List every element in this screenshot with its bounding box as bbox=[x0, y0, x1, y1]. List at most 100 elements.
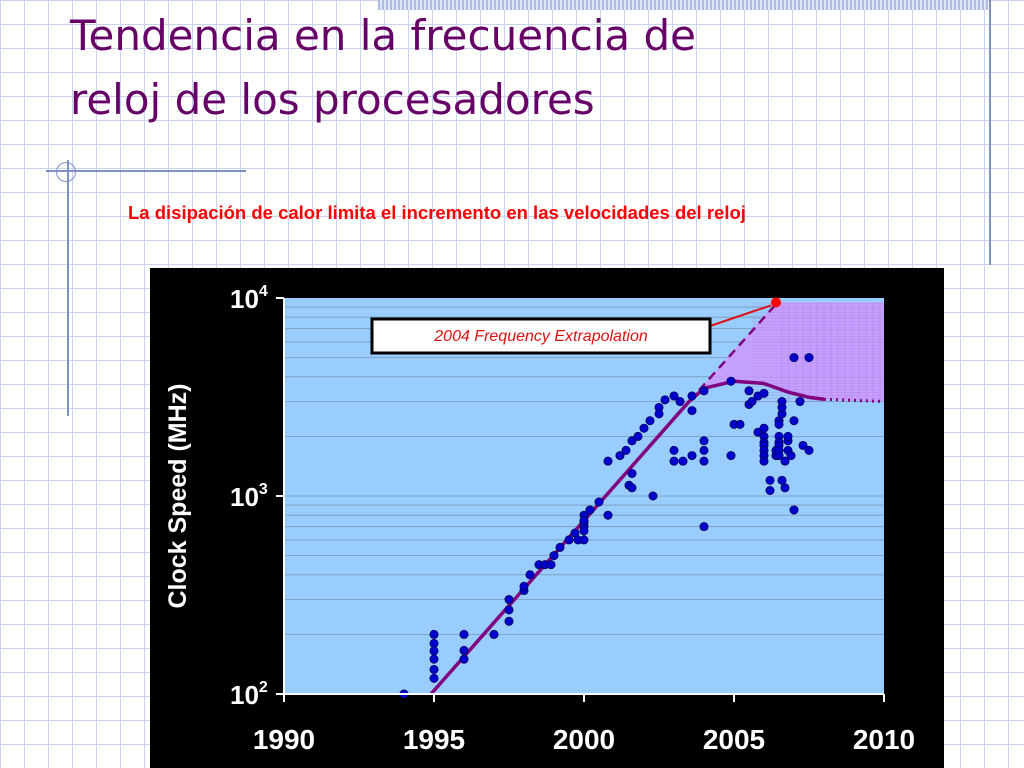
data-point bbox=[669, 456, 679, 466]
decorative-right-line bbox=[989, 0, 991, 265]
data-point bbox=[774, 451, 784, 461]
data-point bbox=[699, 445, 709, 455]
data-point bbox=[660, 395, 670, 405]
data-point bbox=[603, 510, 613, 520]
data-point bbox=[633, 431, 643, 441]
data-point bbox=[621, 445, 631, 455]
data-point bbox=[429, 654, 439, 664]
data-point bbox=[459, 654, 469, 664]
data-point bbox=[654, 409, 664, 419]
data-point bbox=[615, 451, 625, 461]
data-point bbox=[504, 595, 514, 605]
slide-subtitle: La disipación de calor limita el increme… bbox=[128, 202, 746, 223]
data-point bbox=[429, 673, 439, 683]
data-point bbox=[687, 391, 697, 401]
data-point bbox=[627, 468, 637, 478]
x-tick-label: 2010 bbox=[853, 724, 915, 755]
data-point bbox=[579, 526, 589, 536]
data-point bbox=[639, 423, 649, 433]
data-point bbox=[777, 475, 787, 485]
annotation-arrow bbox=[709, 304, 772, 327]
data-point bbox=[777, 397, 787, 407]
data-point bbox=[726, 376, 736, 386]
data-point bbox=[735, 419, 745, 429]
data-point bbox=[579, 535, 589, 545]
data-point bbox=[765, 486, 775, 496]
data-point bbox=[675, 397, 685, 407]
decorative-title-underline bbox=[46, 170, 246, 172]
extrapolation-point bbox=[771, 297, 781, 308]
data-point bbox=[429, 664, 439, 674]
annotation-label: 2004 Frequency Extrapolation bbox=[433, 328, 648, 345]
decorative-left-line bbox=[67, 160, 69, 416]
data-point bbox=[759, 388, 769, 398]
data-point bbox=[804, 445, 814, 455]
data-point bbox=[489, 629, 499, 639]
data-point bbox=[669, 391, 679, 401]
data-point bbox=[504, 605, 514, 615]
data-point bbox=[780, 456, 790, 466]
trend-projection-dotted bbox=[823, 397, 885, 404]
data-point bbox=[699, 436, 709, 446]
data-point bbox=[699, 456, 709, 466]
data-point bbox=[759, 423, 769, 433]
data-point bbox=[798, 440, 808, 450]
slide-title: Tendencia en la frecuencia de reloj de l… bbox=[70, 4, 830, 132]
data-point bbox=[555, 542, 565, 552]
data-point bbox=[789, 505, 799, 515]
data-point bbox=[459, 629, 469, 639]
data-point bbox=[747, 397, 757, 407]
x-tick-label: 1990 bbox=[253, 724, 315, 755]
data-point bbox=[594, 497, 604, 507]
y-axis-label: Clock Speed (MHz) bbox=[164, 383, 192, 608]
data-point bbox=[744, 386, 754, 396]
data-point bbox=[687, 451, 697, 461]
data-point bbox=[525, 570, 535, 580]
extrapolation-band bbox=[689, 302, 884, 402]
y-tick-label: 102 bbox=[230, 679, 268, 710]
x-tick-label: 2000 bbox=[553, 724, 615, 755]
data-point bbox=[627, 436, 637, 446]
decorative-circle bbox=[56, 162, 76, 182]
data-point bbox=[549, 551, 559, 561]
data-point bbox=[669, 445, 679, 455]
data-point bbox=[804, 353, 814, 363]
title-line-2: reloj de los procesadores bbox=[70, 75, 595, 124]
data-point bbox=[786, 451, 796, 461]
data-point bbox=[459, 645, 469, 655]
data-point bbox=[699, 386, 709, 396]
data-point bbox=[678, 456, 688, 466]
data-point bbox=[780, 483, 790, 493]
annotation-box bbox=[370, 317, 712, 355]
data-point bbox=[759, 456, 769, 466]
data-point bbox=[726, 451, 736, 461]
data-point bbox=[579, 516, 589, 526]
data-point bbox=[783, 431, 793, 441]
chart-svg: 2004 Frequency Extrapolation 1990 1995 2000… bbox=[164, 283, 915, 755]
data-point bbox=[519, 581, 529, 591]
data-point bbox=[504, 616, 514, 626]
data-point bbox=[699, 522, 709, 532]
data-point bbox=[429, 646, 439, 656]
y-tick-label: 104 bbox=[230, 283, 268, 314]
data-point bbox=[603, 456, 613, 466]
data-point bbox=[795, 397, 805, 407]
data-point bbox=[429, 629, 439, 639]
clock-speed-chart: 2004 Frequency Extrapolation 1990 1995 2000… bbox=[150, 268, 944, 768]
data-point bbox=[687, 406, 697, 416]
y-tick-label: 103 bbox=[230, 481, 268, 512]
trend-extrapolation-dashed bbox=[688, 303, 777, 403]
x-tick-label: 1995 bbox=[403, 724, 465, 755]
data-point bbox=[546, 560, 556, 570]
data-point bbox=[765, 475, 775, 485]
data-point bbox=[585, 505, 595, 515]
data-point bbox=[774, 419, 784, 429]
data-point bbox=[789, 353, 799, 363]
data-point bbox=[648, 491, 658, 501]
x-tick-label: 2005 bbox=[703, 724, 765, 755]
data-point bbox=[564, 535, 574, 545]
data-point bbox=[645, 416, 655, 426]
title-line-1: Tendencia en la frecuencia de bbox=[70, 11, 697, 60]
decorative-top-bar bbox=[378, 0, 988, 10]
data-point bbox=[429, 638, 439, 648]
